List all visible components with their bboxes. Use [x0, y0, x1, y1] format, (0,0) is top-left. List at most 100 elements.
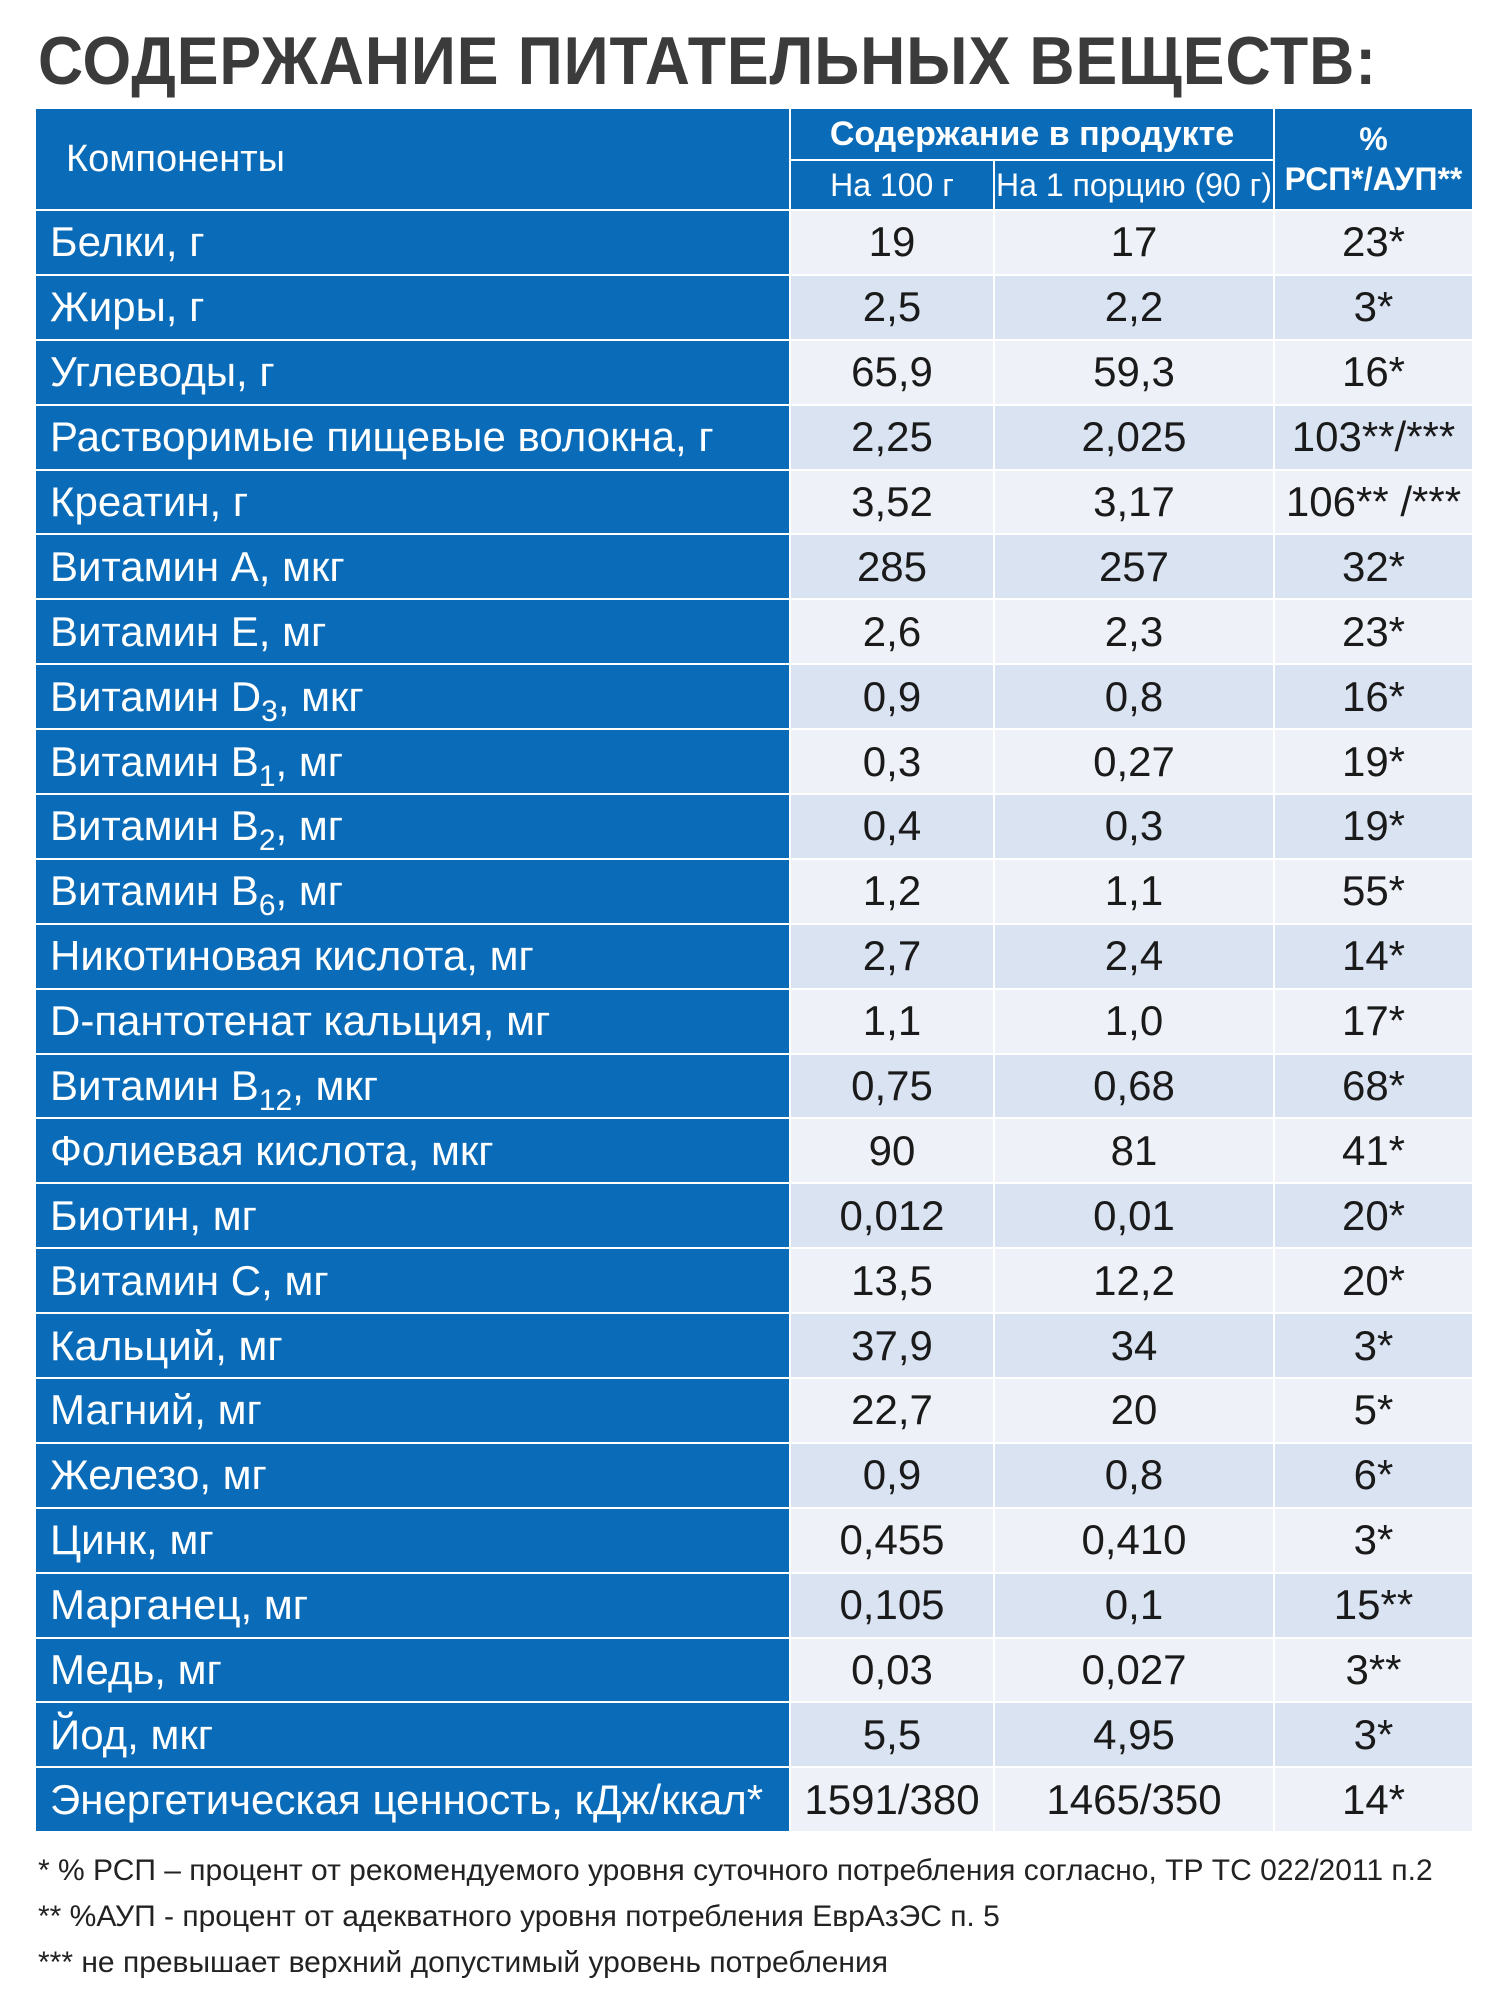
value-per-serving: 1,1 [993, 857, 1275, 925]
value-percent: 17* [1273, 987, 1474, 1055]
nutrient-name: Витамин С, мг [34, 1247, 791, 1315]
table-row: Витамин А, мкг 285 257 32* [34, 533, 1474, 601]
value-percent: 5* [1273, 1377, 1474, 1444]
value-percent: 55* [1273, 857, 1474, 925]
value-per-serving: 0,01 [993, 1182, 1275, 1250]
value-per-100g: 0,03 [789, 1636, 995, 1704]
nutrient-name: Витамин В2, мг [34, 793, 791, 860]
table-row: Кальций, мг 37,9 34 3* [34, 1312, 1474, 1380]
nutrient-name: Энергетическая ценность, кДж/ккал* [34, 1766, 791, 1834]
value-percent: 14* [1273, 922, 1474, 990]
value-per-100g: 90 [789, 1117, 995, 1185]
nutrient-name-text: Витамин В [50, 737, 259, 785]
nutrient-name-unit: , мг [275, 802, 344, 850]
nutrient-name: Белки, г [34, 209, 791, 276]
value-per-100g: 22,7 [789, 1377, 995, 1444]
table-body: Белки, г 19 17 23* Жиры, г 2,5 2,2 3* Углеводы, … [34, 209, 1474, 1834]
value-per-100g: 13,5 [789, 1247, 995, 1315]
value-per-100g: 0,75 [789, 1052, 995, 1120]
header-row: Компоненты Содержание в продукте % РСП*/… [34, 107, 1474, 211]
value-per-serving: 1465/350 [993, 1766, 1275, 1834]
value-percent: 20* [1273, 1247, 1474, 1315]
header-percent-sign: % [1359, 121, 1388, 157]
table-row: D-пантотенат кальция, мг 1,1 1,0 17* [34, 987, 1474, 1055]
nutrient-name-text: Витамин В [50, 802, 259, 850]
footnote-upper-limit: *** не превышает верхний допустимый уров… [38, 1946, 888, 1979]
nutrient-name: Витамин В1, мг [34, 728, 791, 796]
nutrient-name-subscript: 6 [258, 889, 276, 923]
value-percent: 3** [1273, 1636, 1474, 1704]
value-per-serving: 257 [993, 533, 1275, 601]
table-row: Креатин, г 3,52 3,17 106** /*** [34, 468, 1474, 536]
value-per-100g: 285 [789, 533, 995, 601]
value-per-serving: 17 [993, 209, 1275, 276]
nutrient-name-subscript: 1 [258, 759, 276, 793]
nutrient-name: Витамин Е, мг [34, 598, 791, 666]
table-row: Йод, мкг 5,5 4,95 3* [34, 1701, 1474, 1769]
value-per-100g: 1,1 [789, 987, 995, 1055]
value-per-100g: 1591/380 [789, 1766, 995, 1834]
value-per-serving: 81 [993, 1117, 1275, 1185]
table-row: Витамин Е, мг 2,6 2,3 23* [34, 598, 1474, 666]
value-percent: 14* [1273, 1766, 1474, 1834]
value-percent: 15** [1273, 1571, 1474, 1639]
table-row: Витамин С, мг 13,5 12,2 20* [34, 1247, 1474, 1315]
value-percent: 32* [1273, 533, 1474, 601]
value-percent: 16* [1273, 663, 1474, 731]
nutrient-name: Железо, мг [34, 1441, 791, 1509]
header-percent: % РСП*/АУП** [1273, 107, 1474, 211]
value-per-100g: 0,105 [789, 1571, 995, 1639]
value-percent: 106** /*** [1273, 468, 1474, 536]
table-row: Железо, мг 0,9 0,8 6* [34, 1441, 1474, 1509]
table-row: Фолиевая кислота, мкг 90 81 41* [34, 1117, 1474, 1185]
value-per-100g: 37,9 [789, 1312, 995, 1380]
nutrient-name: Магний, мг [34, 1377, 791, 1444]
nutrient-name: D-пантотенат кальция, мг [34, 987, 791, 1055]
header-percent-label: РСП*/АУП** [1284, 161, 1463, 197]
value-per-100g: 1,2 [789, 857, 995, 925]
value-per-serving: 0,8 [993, 1441, 1275, 1509]
nutrient-name-unit: , мг [275, 737, 344, 785]
table-row: Цинк, мг 0,455 0,410 3* [34, 1506, 1474, 1574]
value-per-100g: 5,5 [789, 1701, 995, 1769]
value-percent: 68* [1273, 1052, 1474, 1120]
nutrient-name: Креатин, г [34, 468, 791, 536]
value-per-serving: 0,27 [993, 728, 1275, 796]
value-per-serving: 59,3 [993, 338, 1275, 406]
header-components: Компоненты [34, 107, 791, 211]
value-percent: 3* [1273, 273, 1474, 341]
value-per-100g: 3,52 [789, 468, 995, 536]
table-row: Углеводы, г 65,9 59,3 16* [34, 338, 1474, 406]
nutrient-name-text: Витамин В [50, 867, 259, 915]
value-per-serving: 2,025 [993, 403, 1275, 471]
footnote-rsp: * % РСП – процент от рекомендуемого уров… [38, 1854, 1433, 1887]
nutrient-name-unit: , мкг [292, 1062, 379, 1110]
header-content-group: Содержание в продукте [789, 107, 1275, 161]
value-per-serving: 0,68 [993, 1052, 1275, 1120]
value-percent: 19* [1273, 728, 1474, 796]
value-percent: 20* [1273, 1182, 1474, 1250]
nutrient-name: Растворимые пищевые волокна, г [34, 403, 791, 471]
value-per-serving: 3,17 [993, 468, 1275, 536]
value-per-serving: 2,4 [993, 922, 1275, 990]
nutrient-name: Витамин В6, мг [34, 857, 791, 925]
table-row: Никотиновая кислота, мг 2,7 2,4 14* [34, 922, 1474, 990]
nutrient-name: Жиры, г [34, 273, 791, 341]
value-per-serving: 1,0 [993, 987, 1275, 1055]
table-row: Растворимые пищевые волокна, г 2,25 2,025 1… [34, 403, 1474, 471]
nutrient-name: Витамин В12, мкг [34, 1052, 791, 1120]
nutrient-name: Марганец, мг [34, 1571, 791, 1639]
footnote-aup: ** %АУП - процент от адекватного уровня … [38, 1900, 1000, 1933]
value-per-serving: 20 [993, 1377, 1275, 1444]
value-per-100g: 0,012 [789, 1182, 995, 1250]
header-per-100g: На 100 г [789, 159, 995, 211]
page-title: СОДЕРЖАНИЕ ПИТАТЕЛЬНЫХ ВЕЩЕСТВ: [38, 23, 1377, 99]
value-per-serving: 0,027 [993, 1636, 1275, 1704]
nutrient-name-subscript: 12 [258, 1084, 293, 1118]
value-percent: 23* [1273, 209, 1474, 276]
nutrient-name: Медь, мг [34, 1636, 791, 1704]
value-percent: 3* [1273, 1506, 1474, 1574]
nutrient-name: Фолиевая кислота, мкг [34, 1117, 791, 1185]
table-row: Энергетическая ценность, кДж/ккал* 1591/3… [34, 1766, 1474, 1834]
table-row: Витамин В12, мкг 0,75 0,68 68* [34, 1052, 1474, 1120]
